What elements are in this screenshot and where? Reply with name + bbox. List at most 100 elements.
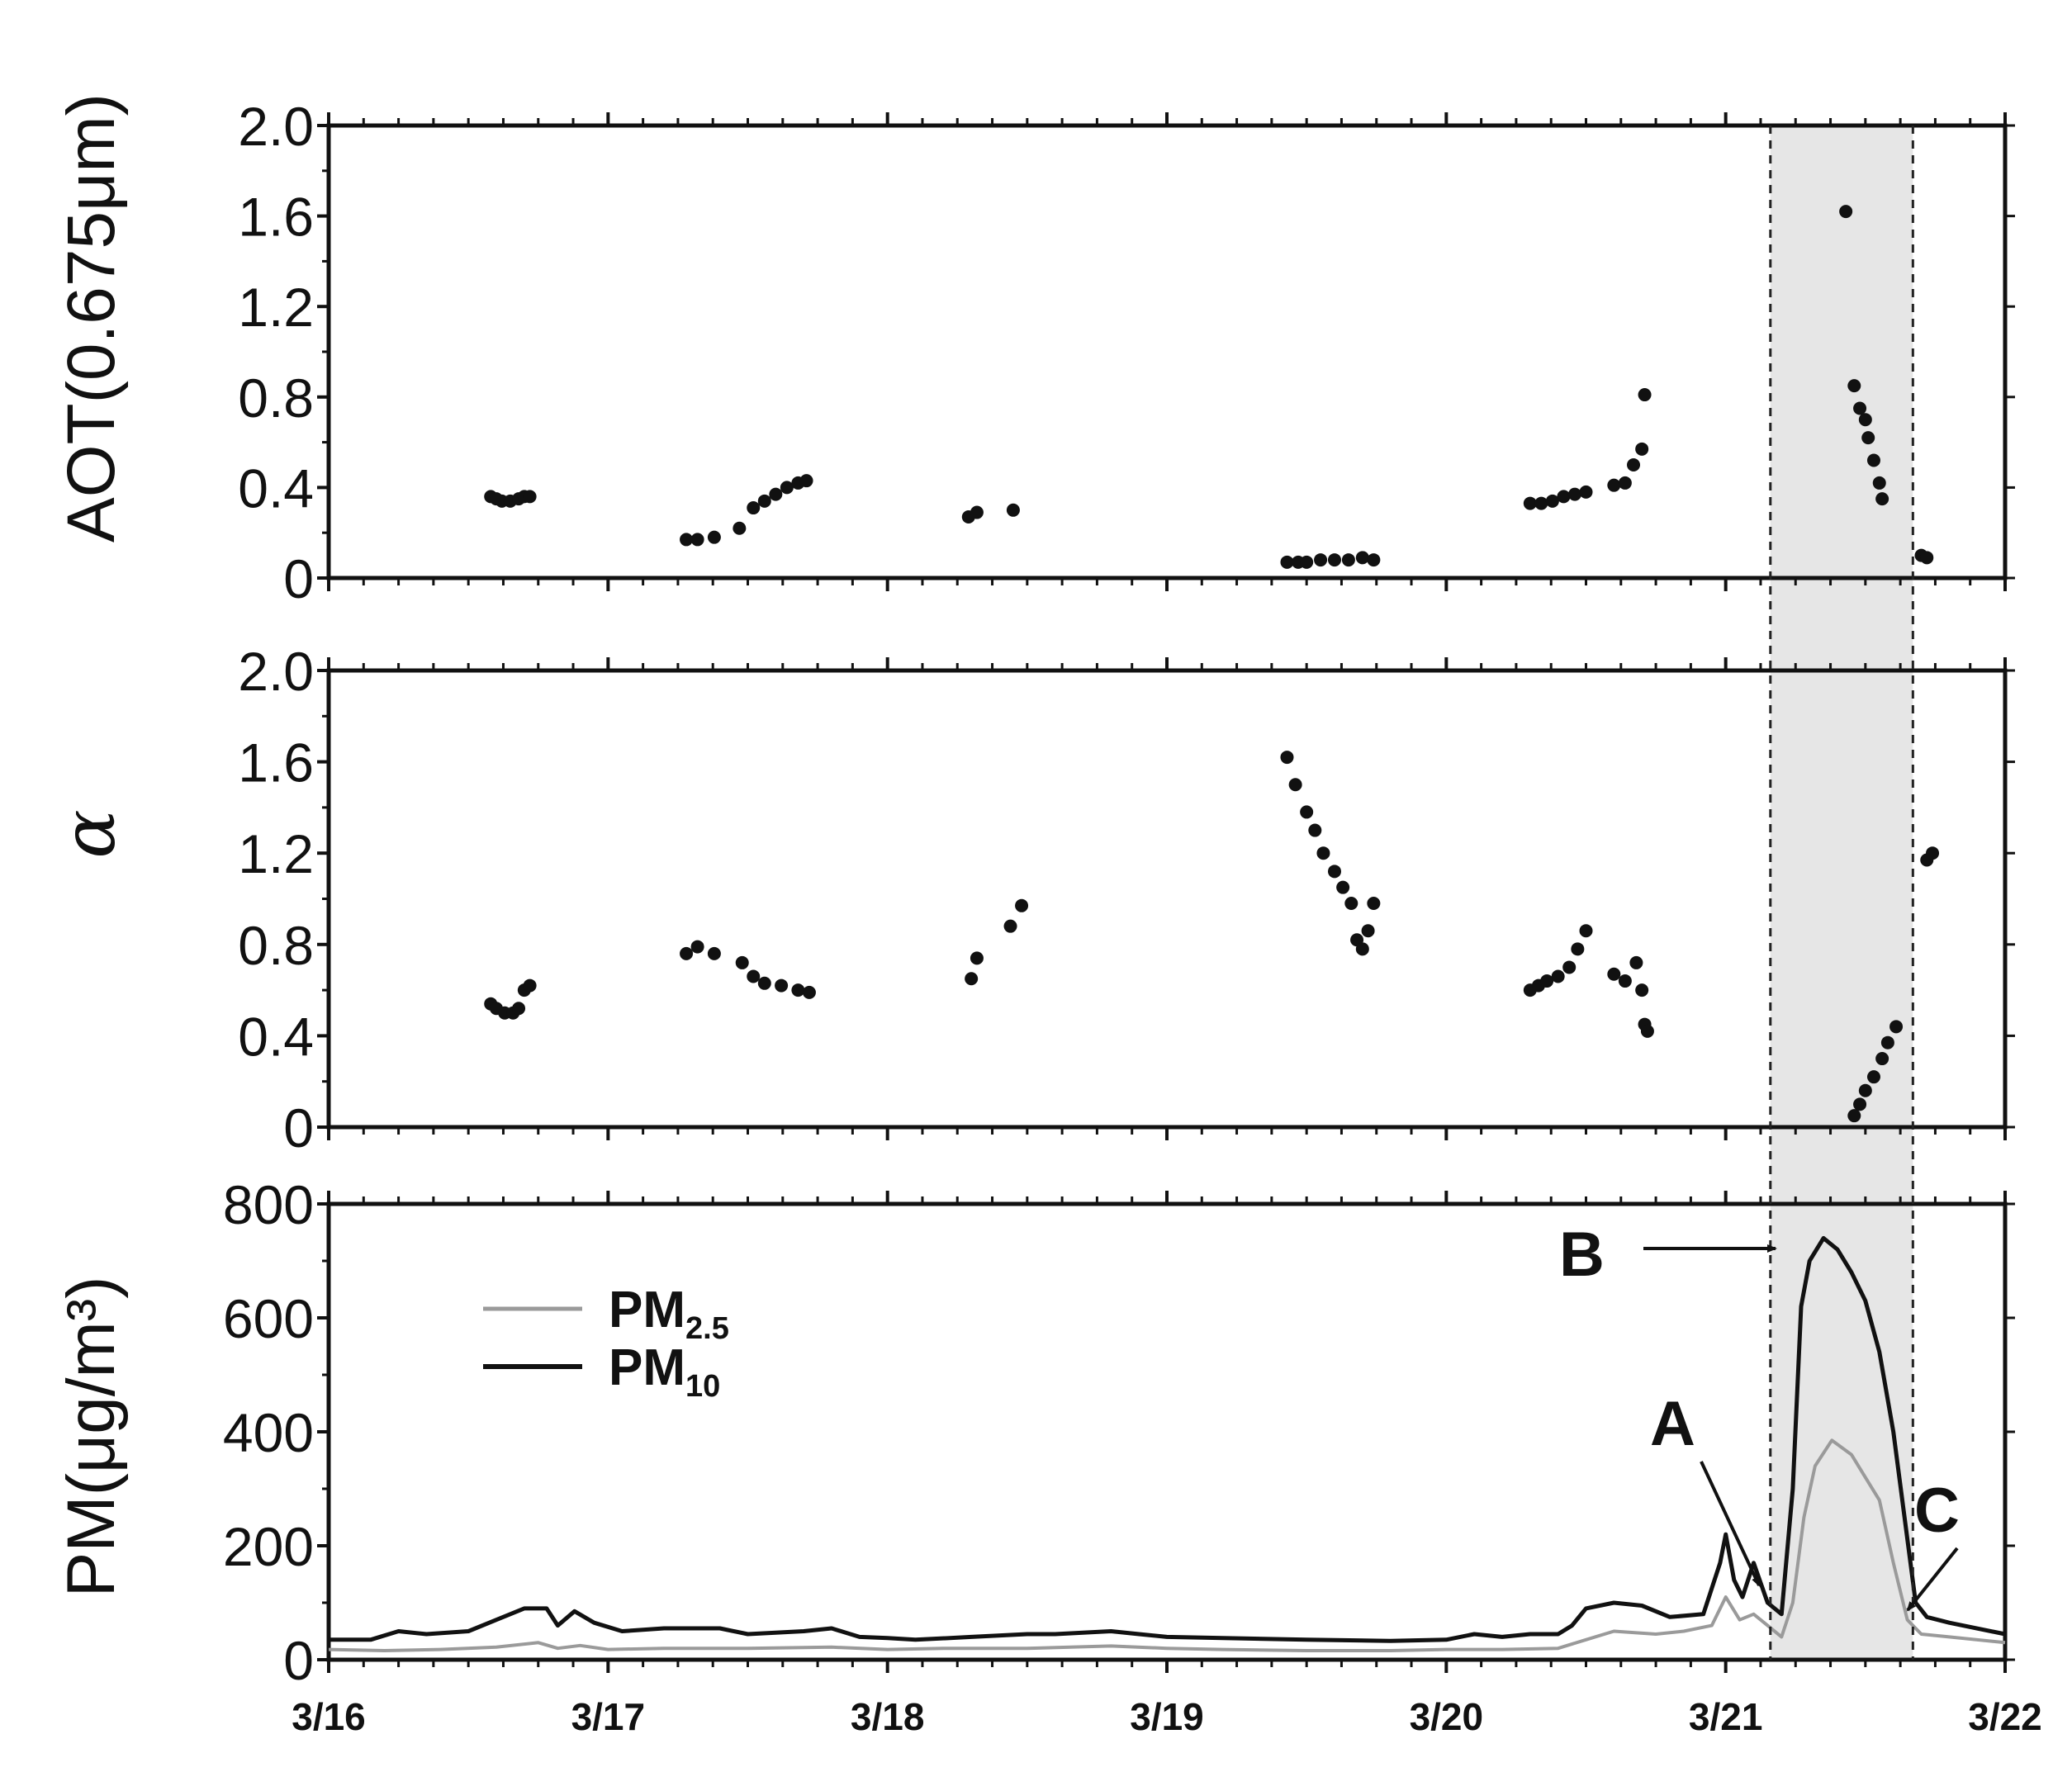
- data-point: [1920, 551, 1934, 565]
- y-tick-label: 2.0: [238, 641, 314, 702]
- data-point: [1015, 898, 1029, 912]
- data-point: [1889, 1020, 1904, 1034]
- y-tick-label: 0.4: [238, 1006, 314, 1067]
- data-point: [1562, 960, 1577, 974]
- data-point: [1300, 805, 1314, 819]
- data-point: [757, 976, 771, 990]
- data-point: [1579, 924, 1593, 938]
- data-point: [1618, 974, 1632, 988]
- pm-panel: 0 200 400 600 800: [223, 1174, 2015, 1691]
- data-point: [1344, 897, 1358, 911]
- data-point: [1607, 478, 1621, 492]
- y-tick-label: 0: [283, 548, 314, 609]
- data-point: [1557, 490, 1571, 504]
- annotation-c-label: C: [1914, 1476, 1960, 1546]
- data-point: [1288, 778, 1302, 792]
- legend-label-pm10: PM10: [609, 1339, 720, 1404]
- date-tick-label: 3/19: [1130, 1695, 1204, 1738]
- plot-frame: [326, 123, 2008, 580]
- data-point: [1847, 379, 1861, 393]
- data-point: [1540, 974, 1554, 988]
- data-point: [965, 972, 979, 986]
- plot-frame: [326, 1201, 2008, 1662]
- data-point: [1545, 494, 1559, 508]
- data-point: [1635, 983, 1649, 997]
- data-point: [970, 951, 984, 965]
- legend-label-pm25: PM2.5: [609, 1282, 729, 1346]
- data-point: [799, 474, 813, 488]
- data-point: [1316, 846, 1330, 860]
- legend-label-pm10-sub: 10: [685, 1369, 720, 1404]
- data-point: [1861, 431, 1875, 445]
- data-point: [690, 533, 704, 547]
- annotations: A B C: [1559, 1220, 1960, 1612]
- data-point: [523, 978, 537, 993]
- pm-axis-title: PM(μg/m³): [54, 1277, 129, 1598]
- data-point: [1523, 496, 1537, 510]
- y-tick-label: 0: [283, 1097, 314, 1158]
- annotation-c-arrow: [1906, 1547, 1959, 1612]
- date-tick-label: 3/21: [1689, 1695, 1763, 1738]
- data-point: [735, 955, 749, 969]
- aot-axis-title: AOT(0.675μm): [54, 93, 129, 543]
- data-point: [690, 940, 704, 954]
- y-tick-label: 1.2: [238, 277, 314, 338]
- data-point: [1367, 897, 1381, 911]
- aot-panel: 0 0.4 0.8 1.2 1.6 2.0: [238, 96, 2015, 609]
- data-point: [1638, 388, 1652, 402]
- data-point: [1635, 442, 1649, 456]
- alpha-panel: 0 0.4 0.8 1.2 1.6 2.0: [238, 641, 2015, 1158]
- data-point: [1579, 485, 1593, 499]
- data-point: [1618, 476, 1632, 490]
- y-tick-label: 1.6: [238, 732, 314, 794]
- data-point: [802, 985, 816, 999]
- pm-legend: PM2.5 PM10: [483, 1282, 729, 1404]
- data-point: [523, 490, 537, 504]
- annotation-a-label: A: [1650, 1389, 1695, 1459]
- data-point: [1336, 880, 1350, 894]
- data-point: [747, 969, 761, 983]
- data-point: [1006, 503, 1020, 517]
- alpha-axis-title: α: [46, 809, 131, 858]
- data-point: [733, 521, 747, 535]
- data-point: [1875, 492, 1889, 506]
- data-point: [757, 494, 771, 508]
- data-point: [1567, 487, 1581, 501]
- pm10-line: [329, 1235, 2006, 1643]
- data-point: [1328, 553, 1341, 567]
- y-tick-label: 1.2: [238, 823, 314, 884]
- data-point: [1280, 751, 1294, 765]
- y-tick-label: 1.6: [238, 187, 314, 248]
- date-tick-label: 3/18: [851, 1695, 925, 1738]
- data-point: [1308, 823, 1322, 837]
- data-point: [1858, 1083, 1872, 1097]
- data-point: [680, 946, 694, 960]
- y-tick-label: 800: [223, 1174, 314, 1235]
- data-point: [1853, 1097, 1867, 1111]
- plot-frame: [326, 668, 2008, 1130]
- data-point: [1866, 453, 1880, 467]
- data-point: [775, 978, 789, 993]
- y-tick-label: 0.8: [238, 915, 314, 976]
- y-tick-label: 0: [283, 1630, 314, 1691]
- data-point: [791, 983, 805, 997]
- data-point: [1355, 942, 1369, 956]
- data-point: [680, 533, 694, 547]
- data-point: [1629, 955, 1643, 969]
- data-point: [1858, 413, 1872, 427]
- data-point: [1280, 555, 1294, 569]
- data-point: [707, 530, 721, 544]
- highlight-boundaries: [1769, 126, 1914, 1660]
- data-point: [1640, 1024, 1654, 1038]
- data-point: [1847, 1109, 1861, 1123]
- annotation-b-label: B: [1559, 1220, 1605, 1290]
- y-tick-label: 0.8: [238, 367, 314, 429]
- y-tick-label: 400: [223, 1402, 314, 1463]
- data-point: [512, 1002, 526, 1016]
- pm25-line: [328, 1438, 2006, 1652]
- data-point: [1534, 496, 1548, 510]
- data-point: [707, 946, 721, 960]
- date-tick-label: 3/17: [571, 1695, 646, 1738]
- data-point: [1355, 551, 1369, 565]
- date-tick-label: 3/20: [1410, 1695, 1484, 1738]
